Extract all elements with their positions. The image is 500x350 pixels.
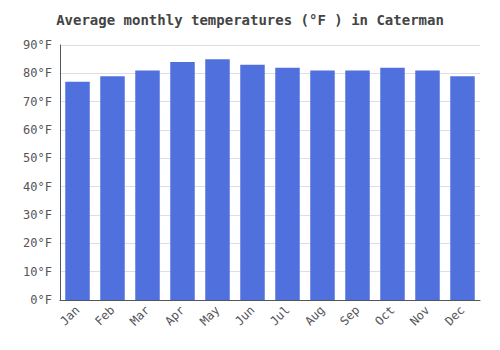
- svg-text:0°F: 0°F: [30, 293, 52, 307]
- svg-text:May: May: [197, 303, 222, 328]
- svg-text:10°F: 10°F: [23, 265, 52, 279]
- svg-text:50°F: 50°F: [23, 151, 52, 165]
- svg-text:Sep: Sep: [337, 303, 362, 328]
- svg-text:Apr: Apr: [162, 303, 187, 328]
- svg-text:20°F: 20°F: [23, 236, 52, 250]
- svg-text:70°F: 70°F: [23, 95, 52, 109]
- svg-text:Nov: Nov: [407, 303, 432, 328]
- svg-text:Aug: Aug: [302, 303, 327, 328]
- svg-text:40°F: 40°F: [23, 180, 52, 194]
- svg-text:90°F: 90°F: [23, 38, 52, 52]
- svg-text:Jul: Jul: [267, 303, 292, 328]
- svg-text:80°F: 80°F: [23, 66, 52, 80]
- svg-text:Dec: Dec: [442, 303, 467, 328]
- svg-text:60°F: 60°F: [23, 123, 52, 137]
- svg-text:Oct: Oct: [372, 303, 397, 328]
- svg-text:30°F: 30°F: [23, 208, 52, 222]
- svg-text:Jun: Jun: [232, 303, 257, 328]
- svg-text:Jan: Jan: [57, 303, 82, 328]
- svg-text:Mar: Mar: [127, 303, 152, 328]
- svg-text:Feb: Feb: [92, 303, 117, 328]
- svg-text:Average monthly temperatures (: Average monthly temperatures (°F ) in Ca…: [56, 12, 444, 28]
